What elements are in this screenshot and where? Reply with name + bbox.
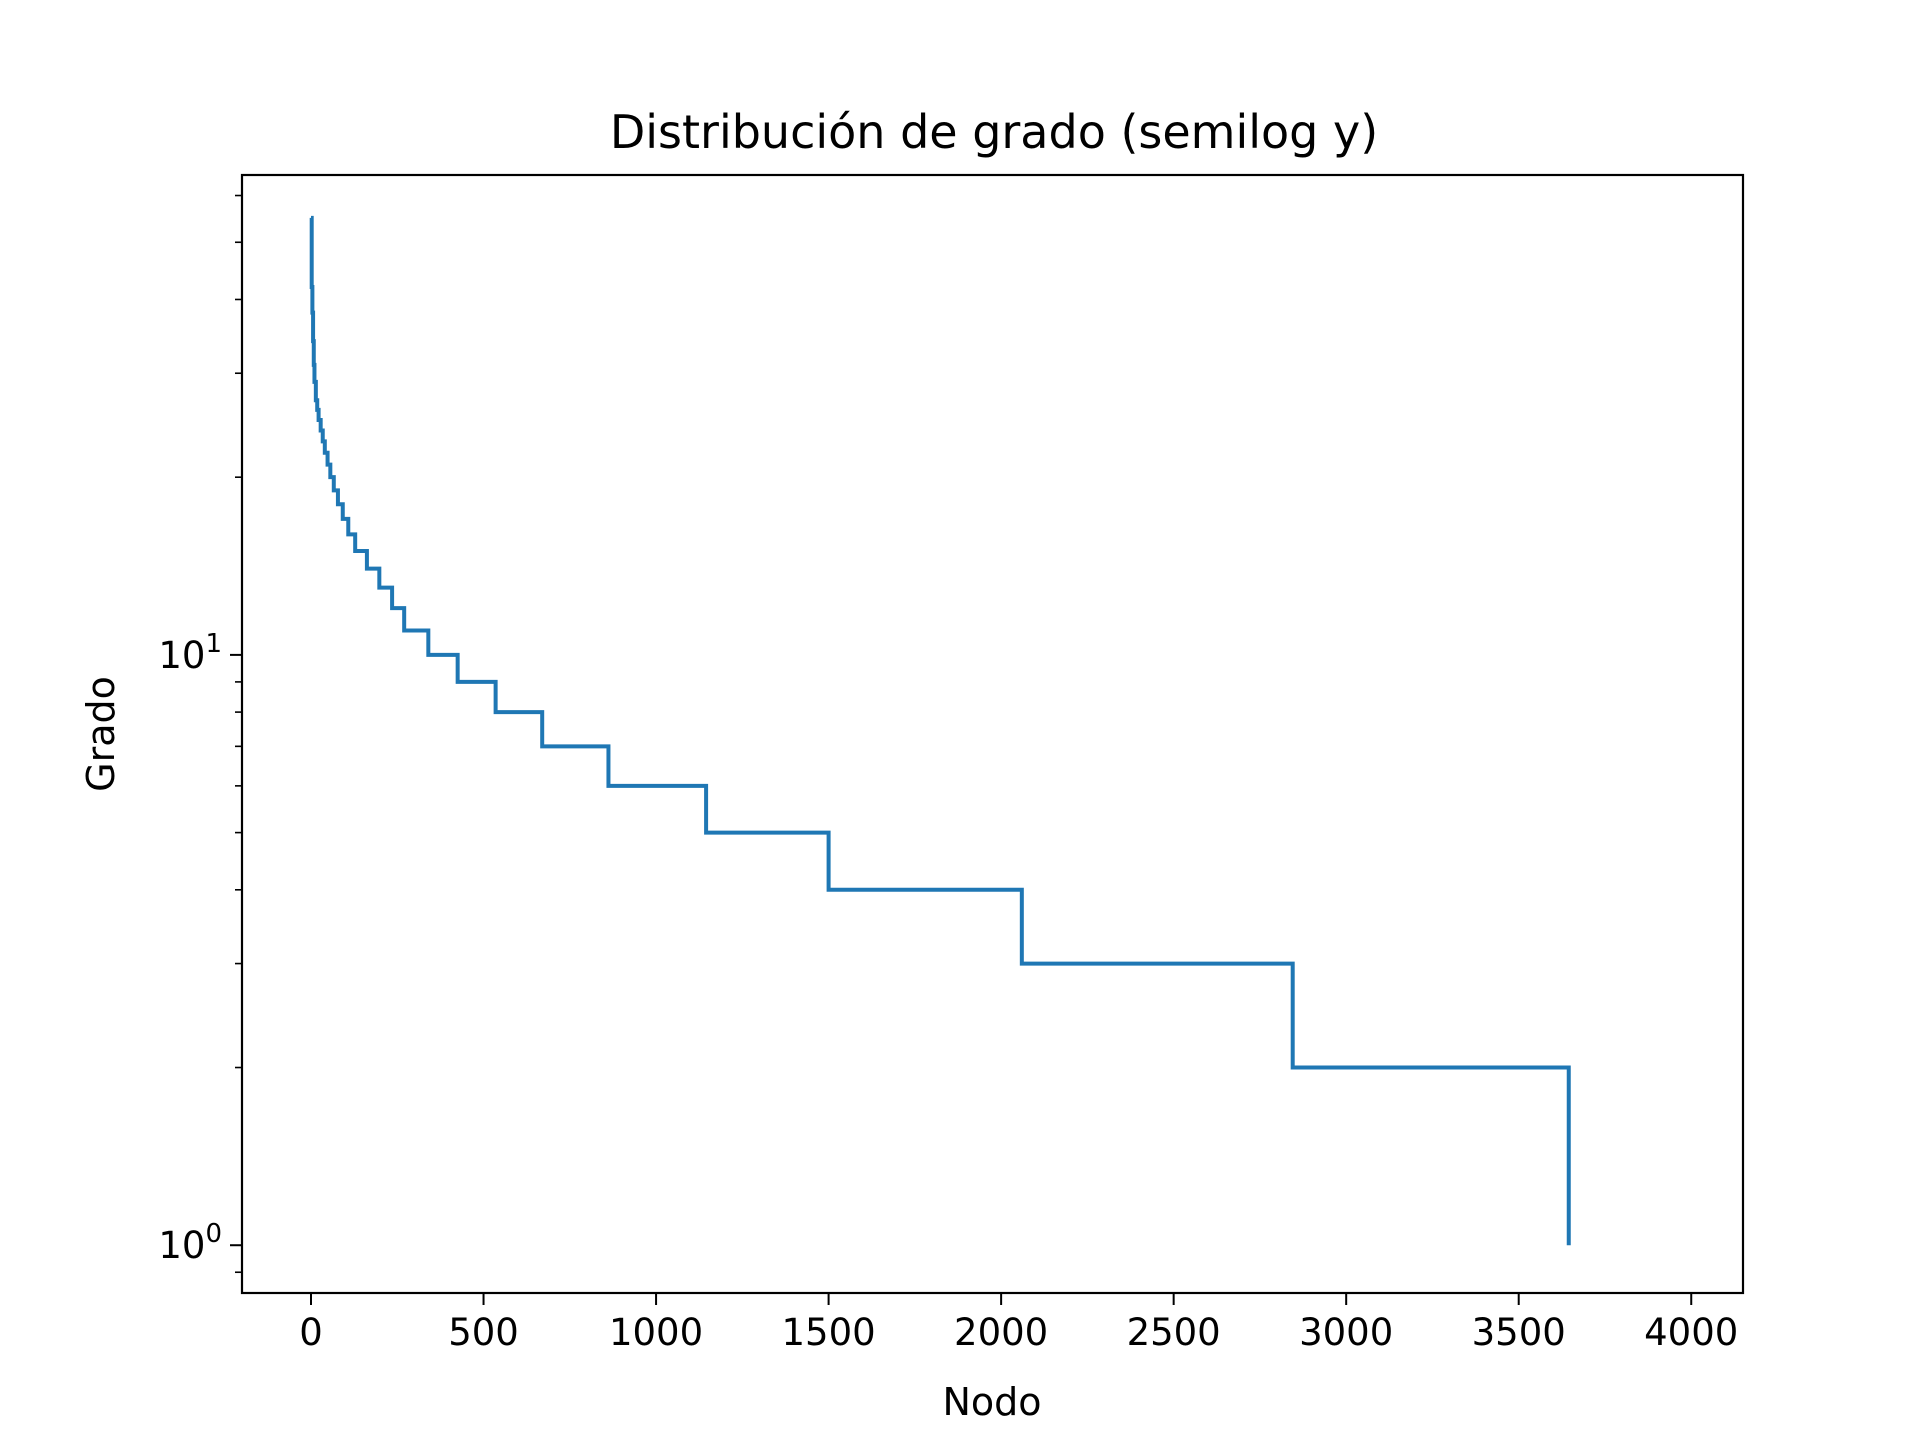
- x-tick-label: 3500: [1472, 1311, 1566, 1354]
- x-tick-label: 2500: [1127, 1311, 1221, 1354]
- axis-ticks: 0 500 1000 1500 2000 2500 3000 3500 4000 100 101: [158, 194, 1738, 1354]
- chart-title: Distribución de grado (semilog y): [610, 105, 1378, 159]
- plot-area: [309, 215, 1571, 1246]
- x-tick-label: 4000: [1644, 1311, 1738, 1354]
- degree-series-line: [309, 215, 1571, 1246]
- x-tick-label: 2000: [954, 1311, 1048, 1354]
- x-tick-label: 500: [448, 1311, 519, 1354]
- axes-frame: [240, 173, 1745, 1295]
- x-tick-label: 1000: [609, 1311, 703, 1354]
- y-tick-label: 100: [158, 1219, 222, 1267]
- x-axis-label: Nodo: [942, 1380, 1041, 1424]
- y-tick-label: 101: [158, 629, 222, 677]
- x-tick-label: 3000: [1299, 1311, 1393, 1354]
- y-axis-label: Grado: [79, 676, 123, 792]
- x-tick-label: 0: [299, 1311, 323, 1354]
- x-tick-label: 1500: [782, 1311, 876, 1354]
